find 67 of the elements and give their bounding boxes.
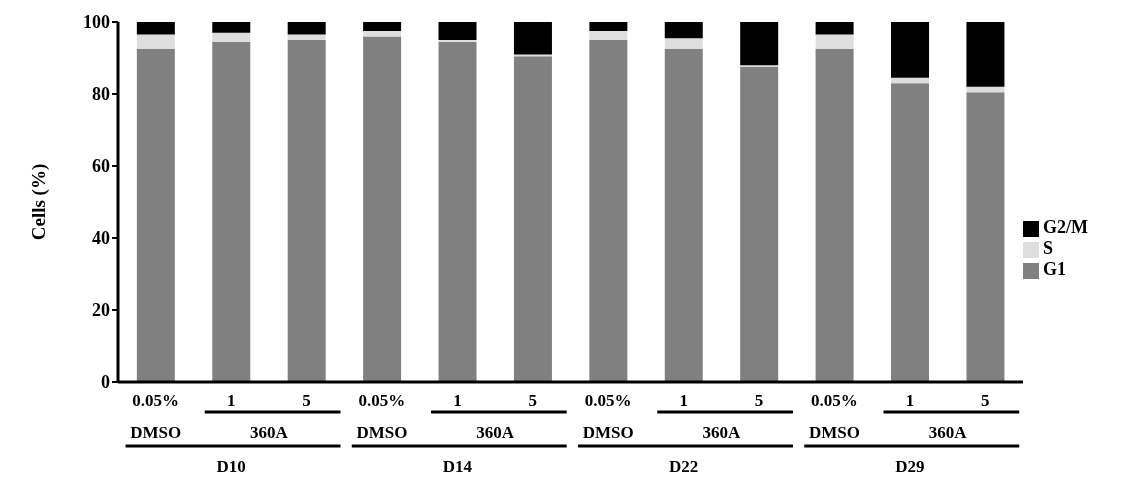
text: D22 (668, 457, 699, 476)
bar (363, 31, 402, 37)
text: D14 (442, 457, 473, 476)
x-tick-label: 5 (302, 391, 311, 410)
text: DMSO (808, 423, 860, 442)
bar (136, 49, 175, 382)
x-tick-label: 1 (679, 391, 688, 410)
bar (363, 36, 402, 382)
legend-label: S (1043, 237, 1054, 258)
bar (438, 22, 477, 40)
x-tick-label: 1 (905, 391, 915, 410)
bar (664, 38, 703, 49)
text: D10 (216, 457, 246, 476)
bar (664, 22, 703, 39)
bar (966, 92, 1005, 382)
bar (966, 86, 1005, 93)
bar (513, 22, 552, 55)
bar (513, 56, 552, 382)
text: 360A (928, 423, 968, 442)
text: DMSO (130, 423, 182, 442)
bar (287, 34, 326, 40)
text: 360A (702, 423, 741, 442)
x-tick-label: 0.05% (811, 391, 858, 410)
bar (966, 22, 1005, 87)
x-tick-label: 5 (981, 391, 990, 410)
legend-label: G1 (1043, 258, 1067, 279)
bar (287, 22, 326, 35)
y-tick-label: 60 (92, 156, 110, 177)
bar (212, 41, 251, 382)
bar (589, 22, 628, 31)
bar (589, 31, 628, 40)
x-tick-label: 5 (754, 391, 764, 410)
bar (136, 22, 175, 35)
y-tick-label: 80 (92, 84, 110, 105)
bar (891, 77, 930, 84)
bar (891, 22, 930, 78)
x-tick-label: 0.05% (358, 391, 406, 410)
bar (740, 22, 779, 66)
x-tick-label: 0.05% (584, 391, 632, 410)
text: DMSO (356, 423, 408, 442)
y-tick-label: 20 (92, 300, 110, 321)
x-tick-label: 1 (453, 391, 462, 410)
bar (212, 32, 251, 42)
text: DMSO (582, 423, 634, 442)
x-tick-label: 1 (226, 391, 236, 410)
x-tick-label: 5 (528, 391, 538, 410)
bar (136, 34, 175, 49)
bar (891, 83, 930, 382)
bar (740, 67, 779, 382)
bar (815, 22, 854, 35)
bar (212, 22, 251, 33)
y-tick-label: 0 (101, 372, 110, 393)
bar (589, 40, 628, 382)
y-tick-label: 40 (92, 228, 110, 249)
bar (287, 40, 326, 382)
bar (438, 41, 477, 382)
text: D29 (895, 457, 925, 476)
bar (815, 34, 854, 49)
bar (363, 22, 402, 31)
y-tick-label: 100 (83, 12, 110, 33)
bar (815, 49, 854, 382)
y-axis-title: Cells (%) (27, 163, 50, 241)
x-tick-label: 0.05% (132, 391, 180, 410)
text: 360A (249, 423, 289, 442)
bar (664, 49, 703, 382)
text: 360A (476, 423, 515, 442)
legend-label: G2/M (1043, 216, 1088, 237)
